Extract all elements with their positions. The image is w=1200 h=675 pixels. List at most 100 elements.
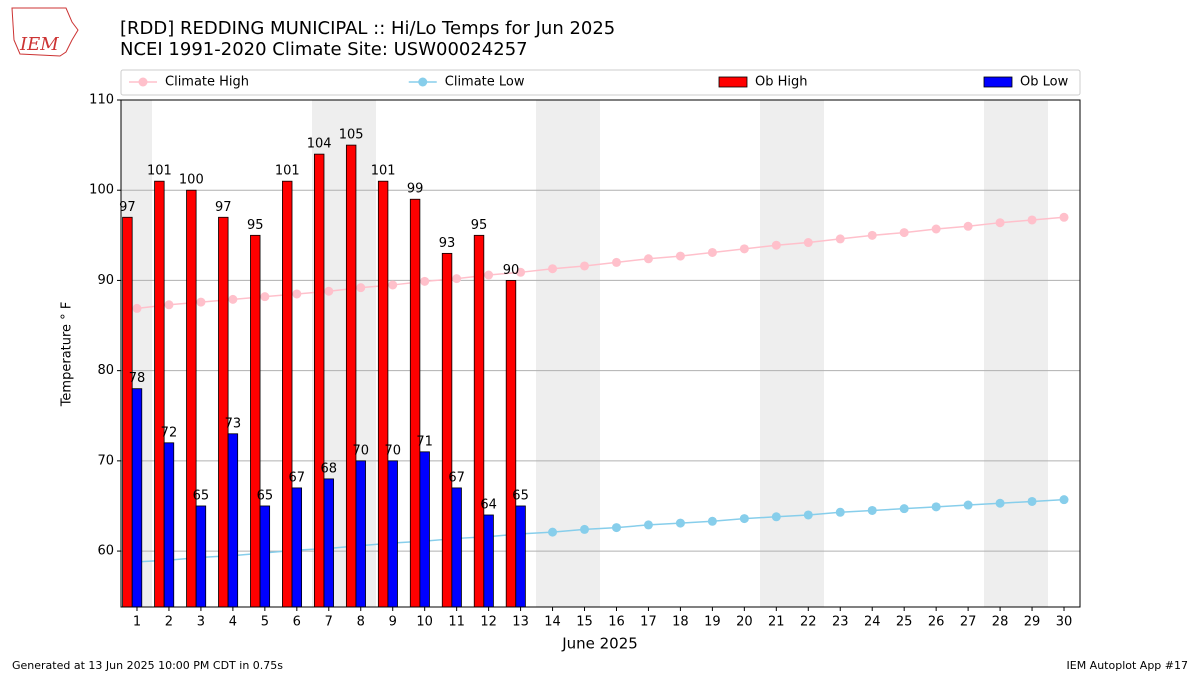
climate-point xyxy=(516,267,526,277)
climate-point xyxy=(771,240,781,250)
x-tick-label: 3 xyxy=(197,615,205,630)
climate-point xyxy=(196,297,206,307)
climate-point xyxy=(835,234,845,244)
bar xyxy=(122,216,133,608)
climate-point xyxy=(675,518,685,528)
bar xyxy=(218,216,229,608)
bar xyxy=(259,505,271,608)
climate-point xyxy=(803,510,813,520)
x-tick-label: 11 xyxy=(448,615,465,630)
x-tick-label: 19 xyxy=(704,615,721,630)
climate-point xyxy=(580,524,590,534)
climate-point xyxy=(611,257,621,267)
bar-label: 65 xyxy=(193,488,210,503)
y-tick-label: 90 xyxy=(97,273,114,288)
x-tick-label: 21 xyxy=(768,615,785,630)
climate-point xyxy=(739,514,749,524)
climate-point xyxy=(164,300,174,310)
x-tick-label: 17 xyxy=(640,615,657,630)
bar-label: 70 xyxy=(384,443,401,458)
footer-left: Generated at 13 Jun 2025 10:00 PM CDT in… xyxy=(12,659,283,672)
legend-swatch xyxy=(718,76,748,88)
bar xyxy=(505,280,517,608)
climate-point xyxy=(420,276,430,286)
climate-point xyxy=(643,520,653,530)
climate-point xyxy=(931,224,941,234)
bar xyxy=(291,487,303,608)
climate-point xyxy=(867,505,877,515)
bar-label: 64 xyxy=(480,497,497,512)
bar-label: 65 xyxy=(257,488,274,503)
weekend-shading xyxy=(121,100,1048,607)
x-tick-label: 13 xyxy=(512,615,529,630)
bar xyxy=(195,505,207,608)
climate-point xyxy=(643,254,653,264)
climate-point xyxy=(611,523,621,533)
bar-label: 71 xyxy=(416,434,433,449)
bar xyxy=(282,180,293,608)
x-tick-label: 23 xyxy=(832,615,849,630)
footer-right: IEM Autoplot App #17 xyxy=(1067,659,1189,672)
climate-point xyxy=(707,516,717,526)
climate-point xyxy=(580,261,590,271)
bar-label: 93 xyxy=(439,236,456,251)
x-tick-label: 27 xyxy=(960,615,977,630)
x-tick-label: 12 xyxy=(480,615,497,630)
climate-point xyxy=(1059,212,1069,222)
y-tick-label: 80 xyxy=(97,363,114,378)
legend-label: Ob Low xyxy=(1020,75,1069,90)
bar xyxy=(313,153,325,608)
legend-swatch xyxy=(983,76,1013,88)
climate-line xyxy=(136,498,1065,563)
weekend-band xyxy=(984,100,1048,607)
climate-point xyxy=(548,527,558,537)
chart-title: [RDD] REDDING MUNICIPAL :: Hi/Lo Temps f… xyxy=(120,18,615,39)
bar xyxy=(131,388,143,608)
bar-label: 97 xyxy=(215,200,232,215)
x-tick-label: 10 xyxy=(416,615,433,630)
bar-label: 101 xyxy=(371,164,396,179)
climate-point xyxy=(324,286,334,296)
climate-point xyxy=(739,244,749,254)
bar-label: 67 xyxy=(448,470,465,485)
climate-point xyxy=(548,264,558,274)
climate-point xyxy=(899,228,909,238)
climate-point xyxy=(963,500,973,510)
bar-label: 105 xyxy=(339,128,364,143)
x-tick-label: 4 xyxy=(229,615,237,630)
legend-swatch xyxy=(418,77,428,87)
climate-point xyxy=(484,270,494,280)
bar-label: 78 xyxy=(129,371,146,386)
x-tick-label: 29 xyxy=(1024,615,1041,630)
x-tick-label: 25 xyxy=(896,615,913,630)
climate-point xyxy=(675,251,685,261)
bar-label: 101 xyxy=(275,164,300,179)
bar xyxy=(515,505,526,608)
bar xyxy=(441,252,453,608)
bar xyxy=(227,433,239,608)
climate-point xyxy=(707,247,717,257)
climate-point xyxy=(452,274,462,284)
x-tick-label: 9 xyxy=(389,615,397,630)
bar xyxy=(154,180,165,608)
y-tick-label: 60 xyxy=(97,544,114,559)
x-tick-label: 5 xyxy=(261,615,269,630)
x-tick-label: 8 xyxy=(357,615,365,630)
logo-text: IEM xyxy=(19,34,59,55)
legend-label: Climate Low xyxy=(445,75,525,90)
logo: IEM xyxy=(11,7,79,57)
bar xyxy=(250,234,261,608)
climate-point xyxy=(132,303,142,313)
y-tick-label: 70 xyxy=(97,453,114,468)
bar-label: 104 xyxy=(307,137,332,152)
bar xyxy=(483,514,494,608)
x-tick-label: 6 xyxy=(293,615,301,630)
y-tick-label: 110 xyxy=(89,93,114,108)
climate-point xyxy=(803,238,813,248)
bar-label: 100 xyxy=(179,173,204,188)
climate-point xyxy=(835,507,845,517)
chart-subtitle: NCEI 1991-2020 Climate Site: USW00024257 xyxy=(120,39,528,60)
bar xyxy=(345,144,357,608)
x-tick-label: 1 xyxy=(133,615,141,630)
bar xyxy=(473,234,485,608)
